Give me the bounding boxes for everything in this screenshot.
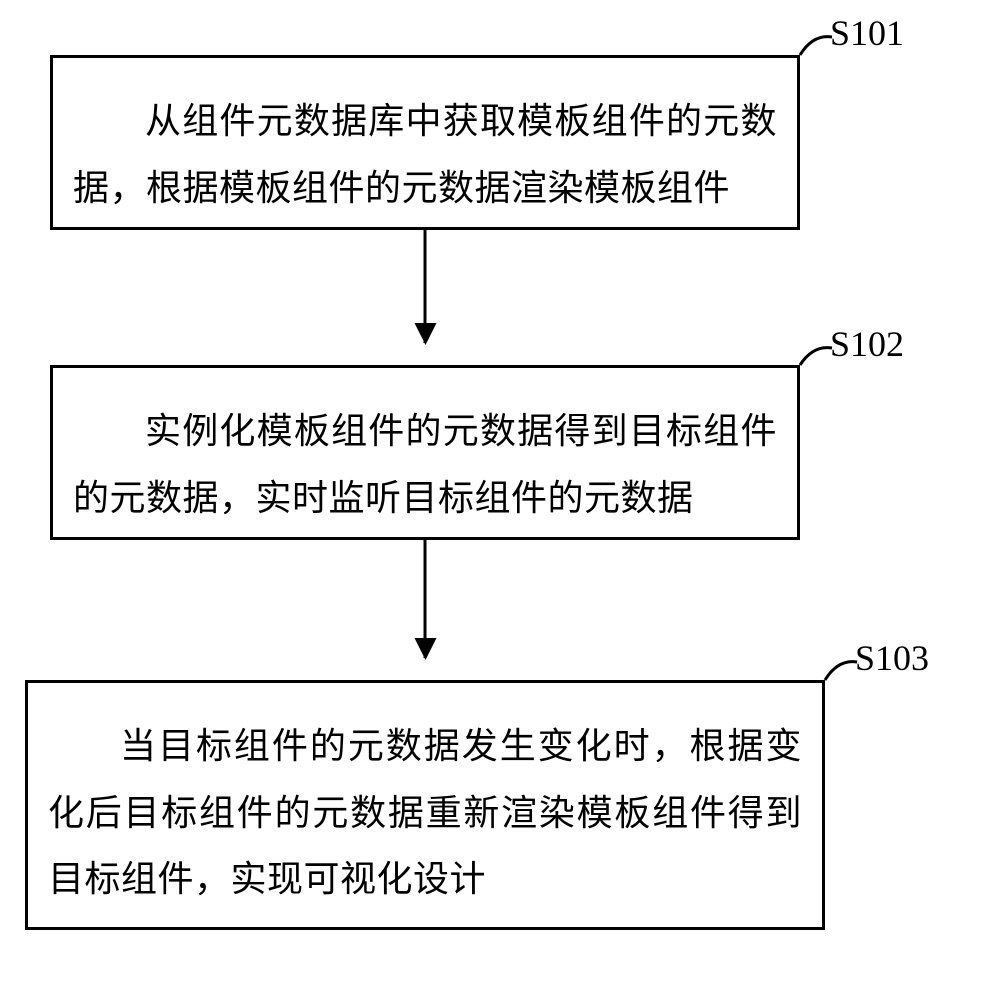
step-label-s103: S103 bbox=[855, 637, 929, 679]
step-box-s102: 实例化模板组件的元数据得到目标组件的元数据，实时监听目标组件的元数据 bbox=[50, 365, 800, 540]
step-box-s101: 从组件元数据库中获取模板组件的元数据，根据模板组件的元数据渲染模板组件 bbox=[50, 55, 800, 230]
flowchart-container: S101 从组件元数据库中获取模板组件的元数据，根据模板组件的元数据渲染模板组件… bbox=[0, 0, 1000, 985]
step-text-s101: 从组件元数据库中获取模板组件的元数据，根据模板组件的元数据渲染模板组件 bbox=[73, 88, 777, 221]
step-label-s101: S101 bbox=[830, 12, 904, 54]
step-text-s102: 实例化模板组件的元数据得到目标组件的元数据，实时监听目标组件的元数据 bbox=[73, 398, 777, 531]
step-label-s102: S102 bbox=[830, 323, 904, 365]
step-box-s103: 当目标组件的元数据发生变化时，根据变化后目标组件的元数据重新渲染模板组件得到目标… bbox=[25, 680, 825, 930]
arrow-s101-s102 bbox=[424, 230, 427, 343]
arrow-s102-s103 bbox=[424, 540, 427, 658]
step-text-s103: 当目标组件的元数据发生变化时，根据变化后目标组件的元数据重新渲染模板组件得到目标… bbox=[48, 713, 802, 913]
